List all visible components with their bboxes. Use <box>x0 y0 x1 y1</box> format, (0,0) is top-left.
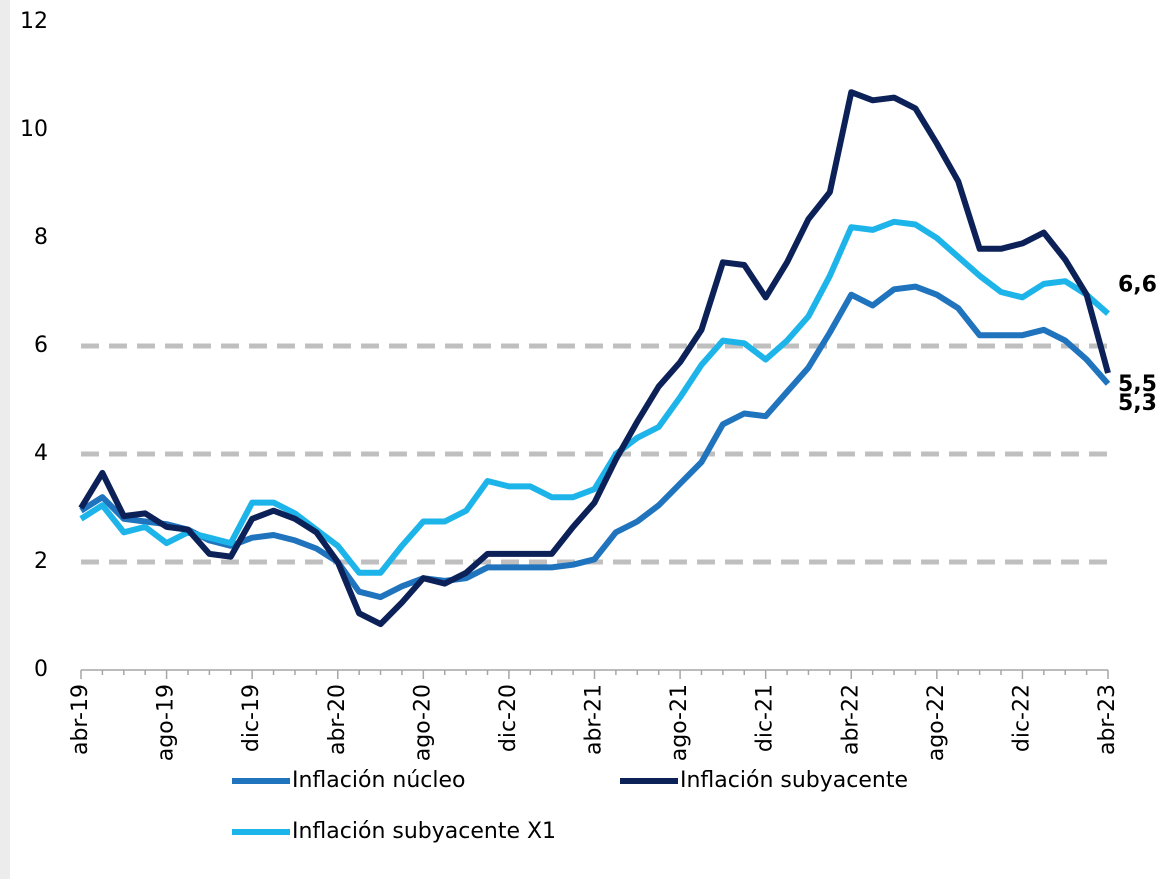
end-label: 5,3 <box>1118 391 1157 416</box>
line-series <box>78 89 1111 628</box>
y-tick-label: 0 <box>34 657 48 682</box>
x-tick-label: ago-21 <box>667 684 692 761</box>
x-tick-label: ago-19 <box>154 684 179 761</box>
x-tick-label: ago-20 <box>410 684 435 761</box>
x-tick-label: abr-22 <box>838 684 863 755</box>
x-tick-label: abr-21 <box>582 684 607 755</box>
x-tick-label: abr-23 <box>1095 684 1120 755</box>
y-tick-label: 2 <box>34 549 48 574</box>
chart-background <box>10 0 1174 879</box>
y-tick-label: 8 <box>34 225 48 250</box>
line-series <box>79 283 1111 601</box>
x-tick-label: dic-19 <box>239 684 264 752</box>
x-tick-label: dic-21 <box>753 684 778 752</box>
x-tick-label: abr-20 <box>325 684 350 755</box>
x-tick-label: dic-20 <box>496 684 521 752</box>
y-tick-label: 12 <box>20 9 48 34</box>
line-series <box>79 218 1110 576</box>
x-tick-label: abr-19 <box>68 684 93 755</box>
legend-label: Inflación subyacente X1 <box>292 819 556 844</box>
x-tick-label: ago-22 <box>924 684 949 761</box>
legend-label: Inflación subyacente <box>680 768 908 793</box>
y-tick-label: 6 <box>34 333 48 358</box>
y-tick-label: 4 <box>34 441 48 466</box>
x-tick-label: dic-22 <box>1009 684 1034 752</box>
y-tick-label: 10 <box>20 117 48 142</box>
end-label: 6,6 <box>1118 273 1157 298</box>
legend-label: Inflación núcleo <box>292 768 465 793</box>
end-label: 5,5 <box>1118 372 1157 397</box>
